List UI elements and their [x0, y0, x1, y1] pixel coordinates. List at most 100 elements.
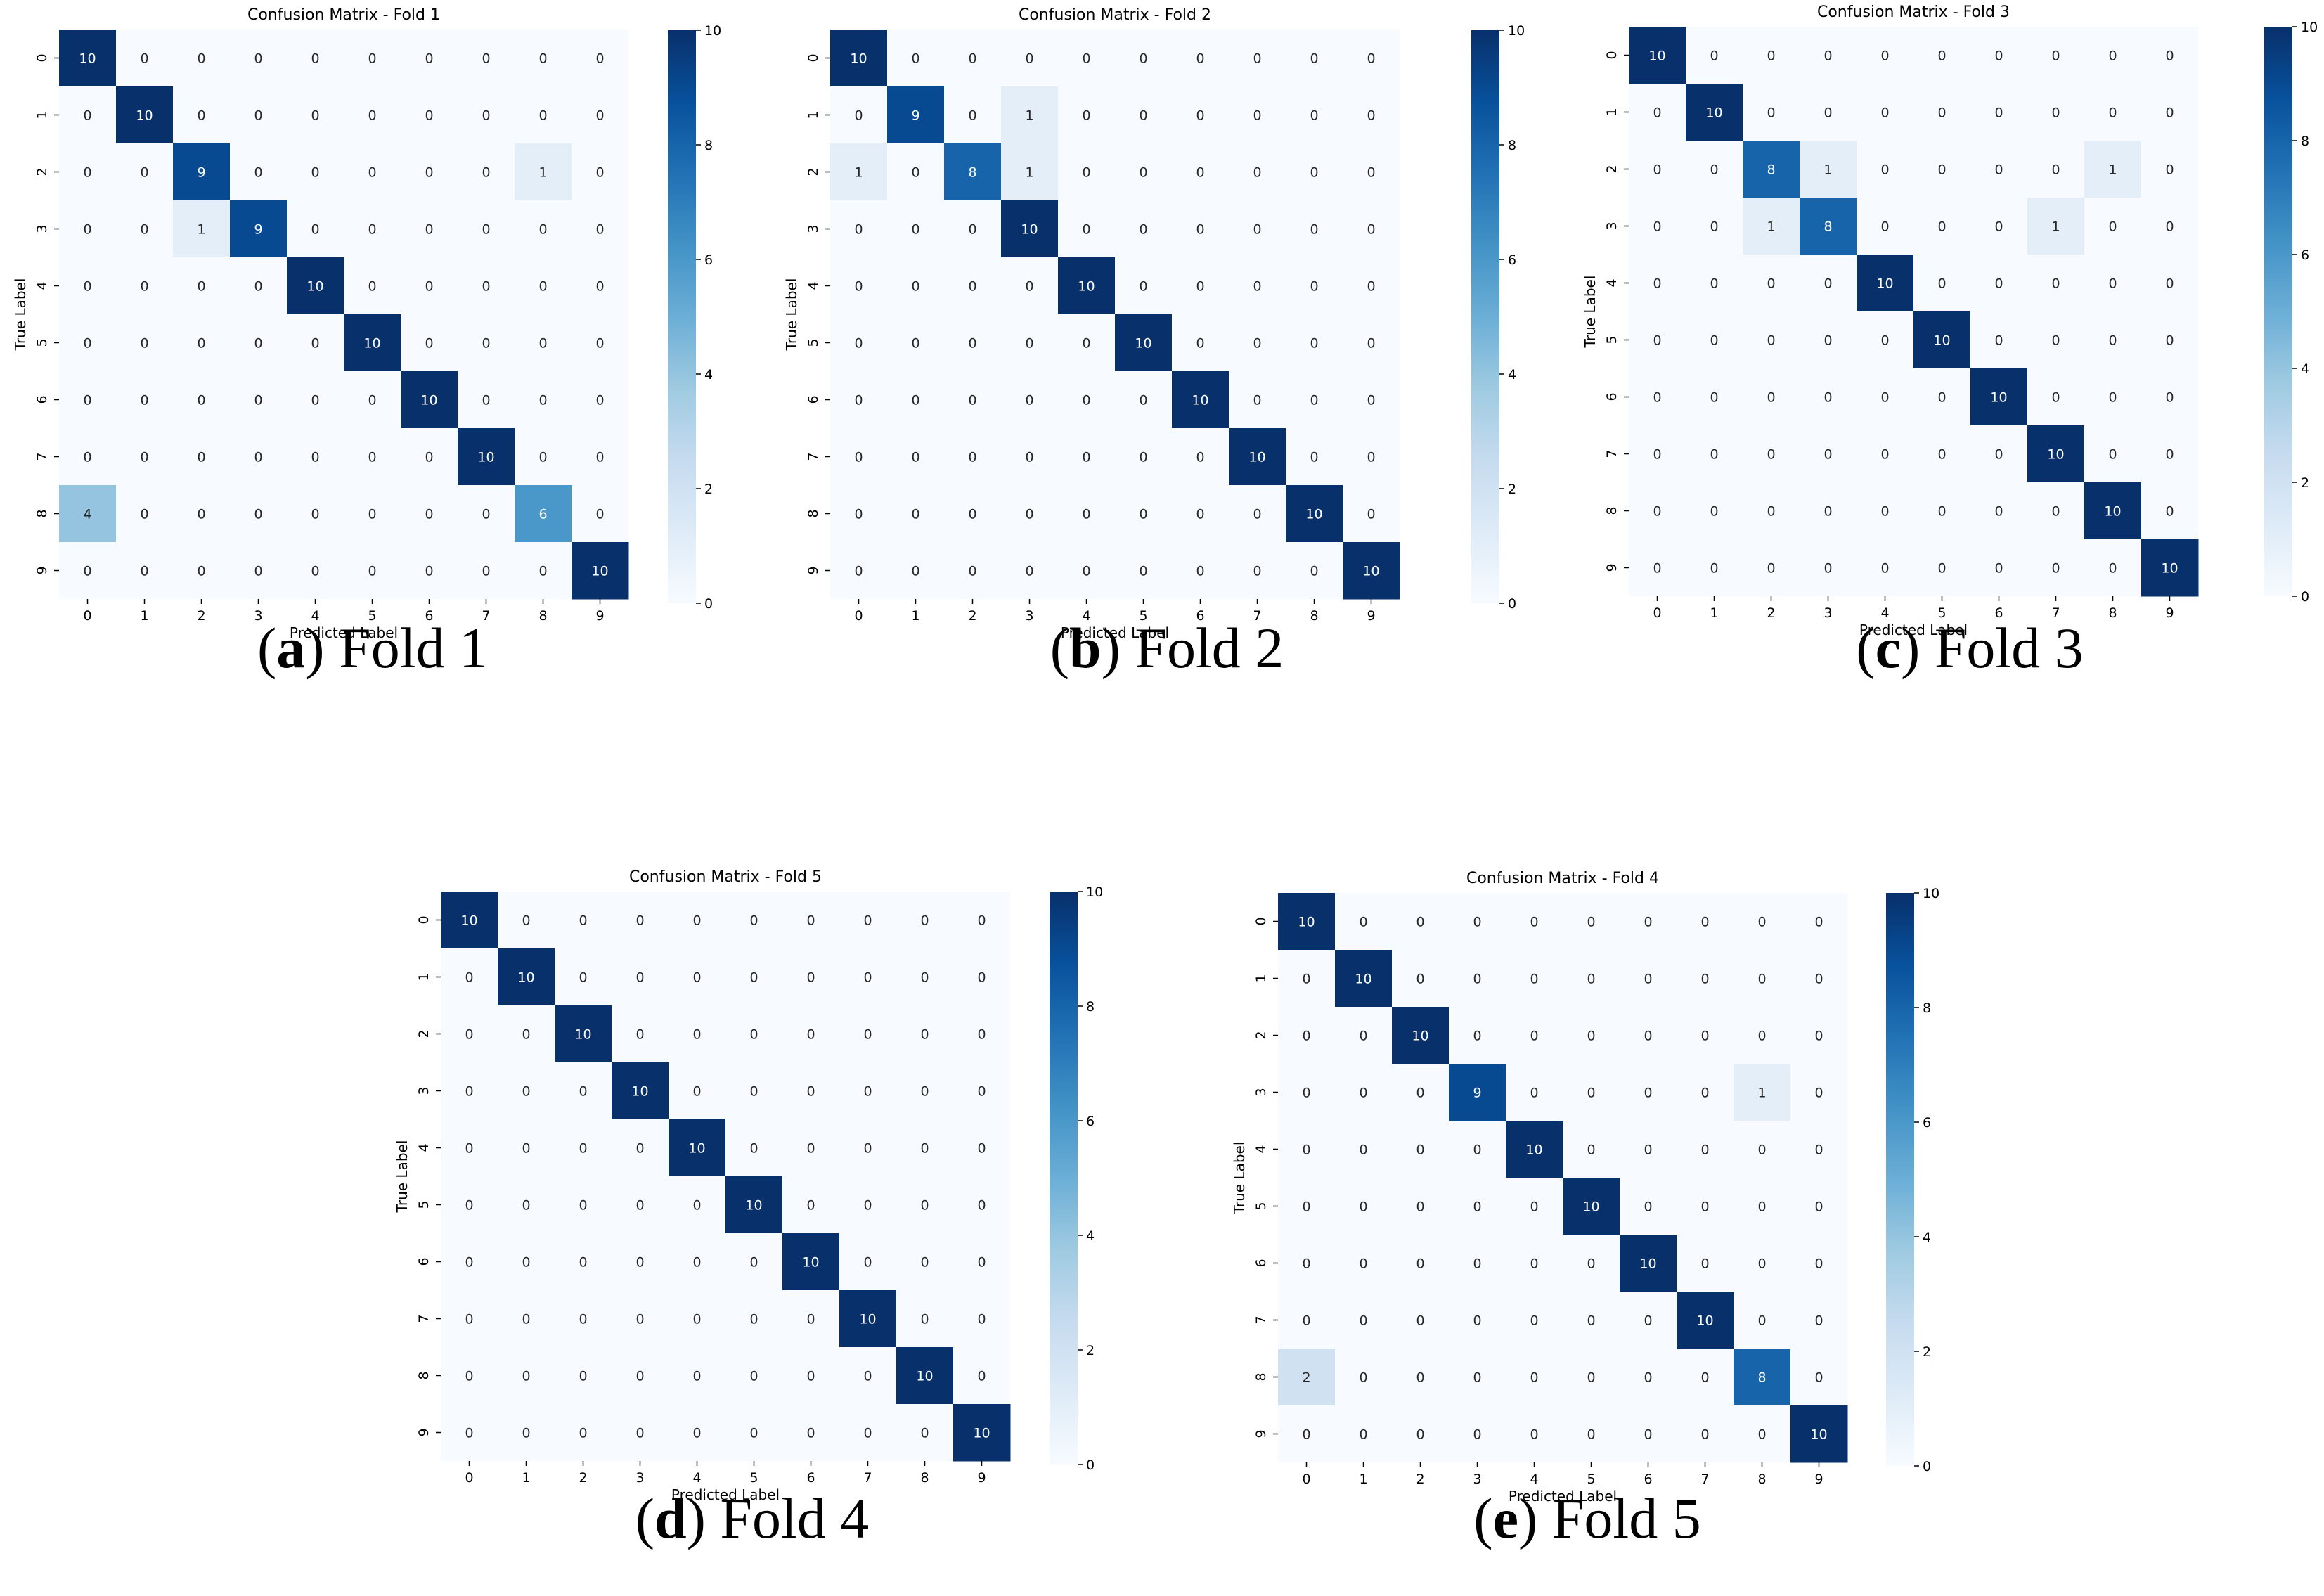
cell-value-label: 0: [1367, 507, 1375, 522]
heatmap-cell: [1335, 1064, 1393, 1121]
cell-value-label: 0: [749, 1027, 758, 1043]
cell-value-label: 10: [1525, 1143, 1542, 1158]
cell-value-label: 0: [1310, 222, 1318, 238]
heatmap-cell: [1857, 539, 1914, 597]
cell-value-label: 0: [1367, 279, 1375, 295]
heatmap-cell: [1286, 86, 1343, 144]
heatmap-cell: [458, 542, 515, 600]
heatmap-cell: [515, 30, 572, 87]
heatmap-cell: [555, 1062, 612, 1120]
heatmap-cell: [498, 1005, 555, 1063]
cell-value-label: 0: [1530, 1086, 1538, 1101]
heatmap-cell: [441, 1290, 498, 1348]
heatmap-cell: [173, 542, 231, 600]
heatmap-cell: [887, 86, 945, 144]
cell-value-label: 0: [1253, 51, 1261, 67]
cell-value-label: 10: [1298, 915, 1315, 930]
y-tick-label: 4: [1604, 278, 1620, 287]
heatmap-cell: [944, 143, 1002, 201]
x-tick-label: 2: [1767, 605, 1775, 621]
cell-value-label: 0: [311, 450, 319, 465]
heatmap-cell: [669, 1347, 726, 1405]
heatmap-cell: [2141, 198, 2199, 255]
cell-value-label: 0: [197, 108, 205, 124]
cell-value-label: 2: [1302, 1370, 1310, 1386]
cell-value-label: 10: [688, 1141, 705, 1157]
heatmap-cell: [344, 485, 401, 543]
cell-value-label: 10: [631, 1084, 648, 1100]
cell-value-label: 0: [522, 1027, 530, 1043]
heatmap-cell: [1629, 482, 1686, 540]
cell-value-label: 0: [254, 336, 262, 352]
cell-value-label: 0: [140, 564, 148, 579]
heatmap-cell: [612, 1176, 669, 1234]
heatmap-cell: [555, 1119, 612, 1177]
heatmap-cell: [612, 1290, 669, 1348]
cell-value-label: 0: [1196, 450, 1204, 465]
cell-value-label: 10: [136, 108, 153, 124]
heatmap-cell: [944, 257, 1002, 315]
heatmap-cell: [1629, 84, 1686, 141]
confusion-matrix-panel-3: Confusion Matrix - Fold 310 0 0 0 0 0 0 0 0 00 10 0…: [1582, 4, 2318, 638]
heatmap-cell: [59, 143, 117, 201]
colorbar: [668, 30, 696, 603]
heatmap-cell: [572, 200, 629, 258]
cell-value-label: 0: [977, 1027, 986, 1043]
heatmap-cell: [2084, 368, 2142, 426]
heatmap-cell: [1620, 1349, 1677, 1406]
heatmap-cell: [1857, 141, 1914, 198]
heatmap-cell: [441, 1404, 498, 1462]
colorbar-tick-label: 6: [2301, 247, 2309, 263]
heatmap-cell: [839, 1347, 897, 1405]
caption-letter: a: [276, 616, 306, 680]
cell-value-label: 0: [1587, 1427, 1595, 1443]
heatmap-cell: [116, 143, 174, 201]
cell-value-label: 0: [1196, 336, 1204, 352]
y-tick-label: 0: [1253, 917, 1269, 925]
cell-value-label: 0: [1416, 1143, 1424, 1158]
colorbar-tick-label: 4: [1508, 367, 1516, 382]
cell-value-label: 10: [1648, 49, 1665, 64]
heatmap-cell: [2084, 84, 2142, 141]
x-tick-label: 7: [1253, 608, 1261, 624]
heatmap-cell: [2084, 198, 2142, 255]
cell-value-label: 0: [368, 165, 376, 181]
cell-value-label: 0: [1253, 279, 1261, 295]
x-tick-label: 2: [968, 608, 976, 624]
heatmap-cell: [1001, 371, 1059, 429]
x-tick-label: 4: [692, 1470, 701, 1486]
heatmap-cell: [230, 86, 288, 144]
heatmap-cell: [173, 485, 231, 543]
heatmap-cell: [1058, 30, 1116, 87]
cell-value-label: 0: [863, 1027, 872, 1043]
cell-value-label: 0: [1359, 1029, 1367, 1044]
heatmap-cell: [2084, 141, 2142, 198]
heatmap-cell: [887, 143, 945, 201]
heatmap-cell: [1286, 542, 1343, 600]
heatmap-cell: [498, 1404, 555, 1462]
heatmap-cell: [1734, 1349, 1791, 1406]
cell-value-label: 0: [863, 913, 872, 929]
cell-value-label: 9: [197, 165, 205, 181]
cell-value-label: 0: [1880, 504, 1889, 520]
cell-value-label: 0: [368, 51, 376, 67]
cell-value-label: 10: [916, 1369, 933, 1384]
heatmap-cell: [887, 30, 945, 87]
heatmap-cell: [839, 1404, 897, 1462]
caption-paren: (: [1473, 1486, 1493, 1550]
heatmap-cell: [401, 200, 458, 258]
heatmap-cell: [1172, 542, 1229, 600]
cell-value-label: 0: [1416, 1313, 1424, 1329]
cell-value-label: 0: [465, 1027, 473, 1043]
cell-value-label: 0: [1710, 561, 1718, 577]
y-tick-label: 5: [1253, 1202, 1269, 1210]
cell-value-label: 0: [854, 450, 863, 465]
cell-value-label: 0: [579, 1255, 587, 1270]
heatmap-cell: [1790, 1405, 1848, 1463]
cell-value-label: 0: [863, 1141, 872, 1157]
heatmap-cell: [1058, 485, 1116, 543]
cell-value-label: 0: [197, 336, 205, 352]
heatmap-cell: [287, 485, 344, 543]
cell-value-label: 0: [977, 1198, 986, 1214]
cell-value-label: 0: [1473, 1370, 1481, 1386]
